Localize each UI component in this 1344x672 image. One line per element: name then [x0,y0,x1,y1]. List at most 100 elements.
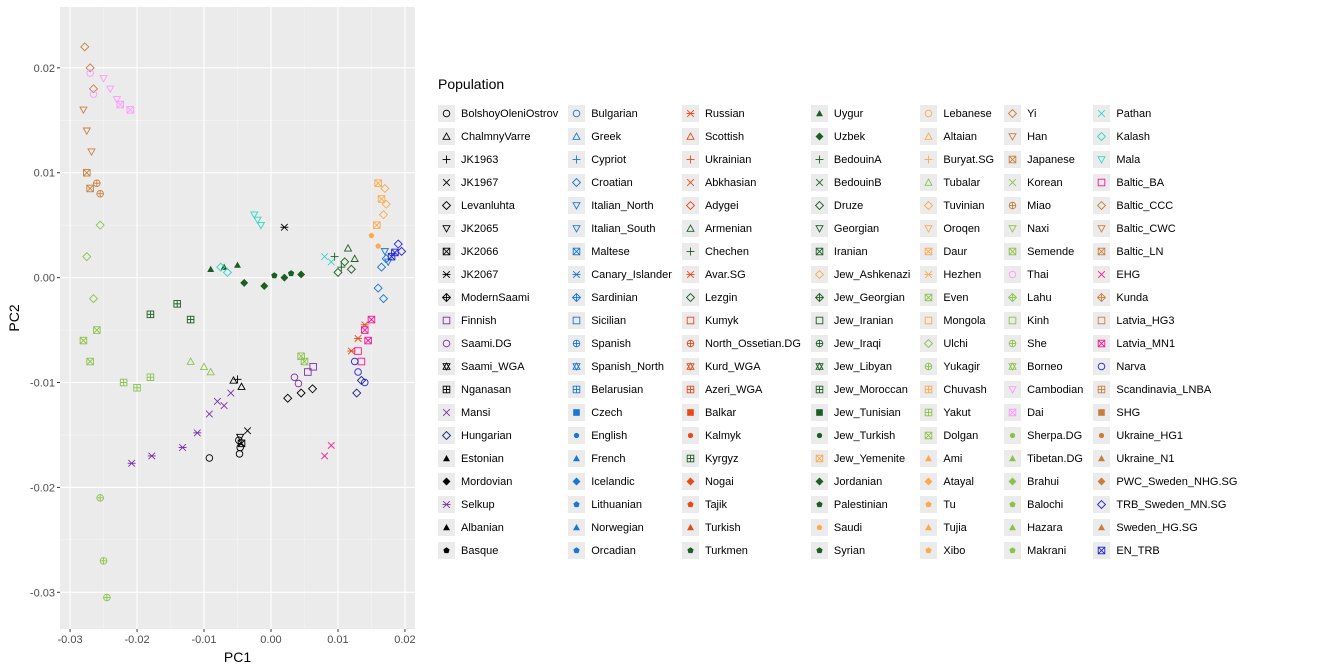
legend-label: EHG [1116,268,1141,281]
legend-label: Abkhasian [704,176,757,189]
legend-item: Jew_Yemenite [810,447,910,470]
data-point [119,378,128,387]
legend-label: Mansi [461,406,491,419]
x-axis-title: PC1 [224,649,251,665]
legend-marker [573,524,581,531]
legend-key [1004,151,1022,168]
legend-key [1093,266,1111,283]
data-point [378,210,389,220]
y-tick-label: -0.03 [30,587,55,599]
legend-key [920,519,938,536]
legend-key [810,496,828,513]
legend-symbol-icon [1098,270,1106,279]
legend-marker [1099,432,1105,439]
legend-marker [441,430,452,441]
legend-marker [441,292,452,303]
legend-key [568,289,586,306]
legend-key [681,519,699,536]
legend-symbol-icon [572,132,581,140]
legend-marker [924,225,934,233]
data-point [393,239,403,249]
data-point [116,100,125,109]
legend-label: Kurd_WGA [704,360,761,373]
data-point [173,300,181,308]
legend-label: Dolgan [943,429,979,442]
legend-item: Baltic_CWC [1093,217,1237,240]
legend-key [810,312,828,329]
legend-item: Lithuanian [568,493,672,516]
legend-marker [572,339,581,348]
data-point [233,375,242,384]
legend-label: Kunda [1116,291,1149,304]
legend-item: EN_TRB [1093,539,1237,562]
legend-key [1004,496,1022,513]
legend-symbol-icon [442,477,451,486]
legend-label: Scottish [704,130,745,143]
data-point [354,368,362,376]
legend-key [568,542,586,559]
legend-item: Jew_Iraqi [810,332,910,355]
data-point [243,427,252,435]
legend-label: Russian [704,107,745,120]
legend-key [920,427,938,444]
data-point [320,253,329,261]
legend-marker [925,408,933,417]
legend-key [1093,473,1111,490]
legend-label: Altaian [943,130,977,143]
legend-column: Uygur Uzbek BedouinA BedouinB Druze Georgian I… [810,102,910,562]
legend-marker [816,501,823,508]
legend-symbol-icon [1098,546,1106,555]
legend-symbol-icon [1097,225,1107,233]
legend-marker [685,200,696,211]
legend-symbol-icon [815,362,824,371]
legend-symbol-icon [925,431,933,440]
legend-label: Hungarian [461,429,512,442]
legend-key [681,266,699,283]
legend-title: Population [438,76,505,92]
legend-marker [572,362,581,371]
legend-symbol-icon [572,292,582,303]
legend-symbol-icon [443,524,450,531]
legend-item: Pathan [1093,102,1237,125]
data-point [290,373,299,382]
y-tick-label: 0.02 [34,63,55,75]
legend-label: Lahu [1027,291,1052,304]
data-point [80,42,90,52]
legend-marker [686,155,695,164]
legend-key [1004,381,1022,398]
legend-item: Syrian [810,539,910,562]
legend-key [810,266,828,283]
legend-label: Belarusian [591,383,644,396]
legend-item: Xibo [920,539,994,562]
legend-item: Makrani [1004,539,1083,562]
legend-label: Cambodian [1027,383,1084,396]
legend-label: Basque [461,544,499,557]
legend-label: Ukraine_N1 [1116,452,1175,465]
data-point [376,262,387,272]
legend-item: BolshoyOleniOstrov [438,102,558,125]
data-point [367,315,376,324]
legend-label: Tuvinian [943,199,985,212]
data-point [83,168,91,177]
legend-label: Brahui [1027,475,1059,488]
legend-symbol-icon [1009,455,1017,462]
legend-item: Chechen [681,240,801,263]
legend-key [681,289,699,306]
legend-symbol-icon [686,316,695,325]
legend-item: Uygur [810,102,910,125]
legend-key [810,519,828,536]
legend-key [1093,381,1111,398]
legend-marker [572,225,581,233]
legend-key [810,381,828,398]
legend-label: Mala [1116,153,1141,166]
legend-marker [1098,385,1106,394]
legend-item: Mala [1093,148,1237,171]
data-point [354,347,362,355]
legend-label: Adygei [704,199,739,212]
legend-symbol-icon [441,200,452,211]
legend-symbol-icon [1008,339,1017,348]
legend-marker [442,178,451,187]
legend-symbol-icon [572,477,581,486]
legend-key [1004,335,1022,352]
legend-marker [925,362,933,371]
